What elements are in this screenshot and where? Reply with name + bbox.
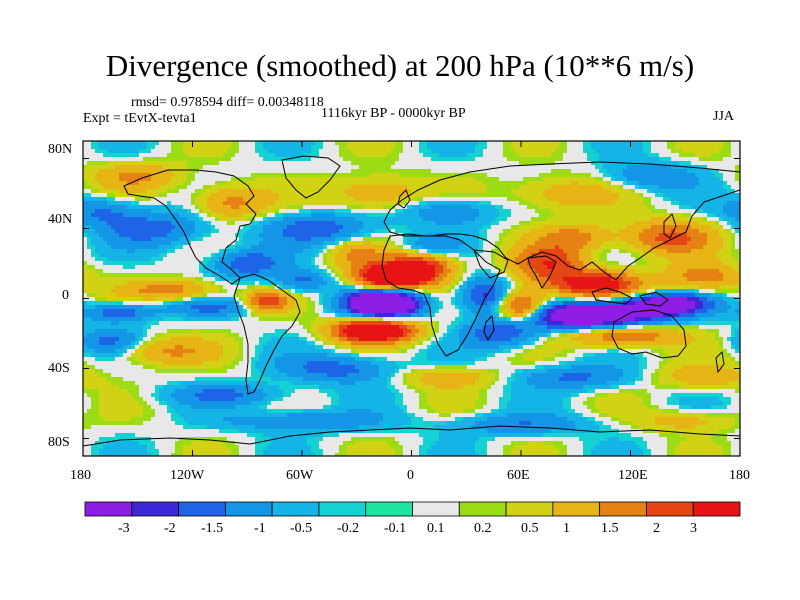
colorbar <box>84 501 741 517</box>
coast-new-zealand <box>715 350 725 374</box>
colorbar-swatch <box>318 501 367 517</box>
lat-label: 0 <box>62 288 69 303</box>
lon-label: 180 <box>729 468 750 483</box>
divergence-field <box>83 141 740 456</box>
lat-label: 80N <box>48 142 73 157</box>
colorbar-swatch <box>271 501 320 517</box>
colorbar-swatch <box>646 501 694 517</box>
lon-label: 180 <box>70 468 91 483</box>
colorbar-swatch <box>552 501 601 517</box>
season-label: JJA <box>713 109 735 124</box>
colorbar-label: -0.5 <box>290 521 313 536</box>
period-label: 1116kyr BP - 0000kyr BP <box>321 106 466 121</box>
coast-greenland <box>281 155 341 199</box>
colorbar-swatch <box>412 501 460 517</box>
colorbar-label: 2 <box>653 521 660 536</box>
coast-madagascar <box>483 314 495 342</box>
stats-label: rmsd= 0.978594 diff= 0.00348118 <box>131 95 324 110</box>
lon-label: 120E <box>618 468 648 483</box>
coast-uk <box>397 189 411 209</box>
colorbar-label: 0.2 <box>474 521 492 536</box>
coast-north-america <box>123 169 257 285</box>
colorbar-swatch <box>692 501 741 517</box>
coast-maritime-continent <box>591 287 669 307</box>
coast-arabia <box>473 249 509 279</box>
lon-label: 60W <box>286 468 314 483</box>
colorbar-swatch <box>131 501 179 517</box>
experiment-label: Expt = tEvtX-tevta1 <box>83 111 197 126</box>
colorbar-swatch <box>178 501 226 517</box>
colorbar-label: -1 <box>254 521 266 536</box>
colorbar-swatch <box>365 501 413 517</box>
colorbar-swatch <box>505 501 554 517</box>
lat-label: 40S <box>48 361 70 376</box>
coastlines <box>83 155 740 447</box>
colorbar-label: 3 <box>690 521 697 536</box>
colorbar-label: -3 <box>118 521 130 536</box>
colorbar-label: -0.1 <box>384 521 407 536</box>
colorbar-label: 1 <box>563 521 570 536</box>
axis-ticks <box>82 141 741 456</box>
colorbar-label: 0.5 <box>521 521 539 536</box>
coast-india <box>527 255 557 289</box>
coast-south-america <box>233 273 301 395</box>
colorbar-label: -1.5 <box>201 521 224 536</box>
coast-australia <box>611 309 687 359</box>
lon-label: 60E <box>507 468 530 483</box>
colorbar-swatch <box>84 501 133 517</box>
coast-japan <box>663 213 677 239</box>
coast-africa <box>381 233 501 357</box>
coast-antarctica <box>83 425 740 447</box>
colorbar-swatch <box>458 501 507 517</box>
colorbar-label: 0.1 <box>427 521 445 536</box>
colorbar-label: -2 <box>164 521 176 536</box>
lon-label: 120W <box>170 468 205 483</box>
colorbar-label: -0.2 <box>337 521 360 536</box>
lat-label: 40N <box>48 212 73 227</box>
colorbar-swatch <box>599 501 647 517</box>
lon-label: 0 <box>407 468 414 483</box>
figure-title: Divergence (smoothed) at 200 hPa (10**6 … <box>105 48 695 83</box>
colorbar-label: 1.5 <box>601 521 619 536</box>
coast-eurasia <box>383 161 740 281</box>
lat-label: 80S <box>48 435 70 450</box>
colorbar-swatch <box>224 501 273 517</box>
